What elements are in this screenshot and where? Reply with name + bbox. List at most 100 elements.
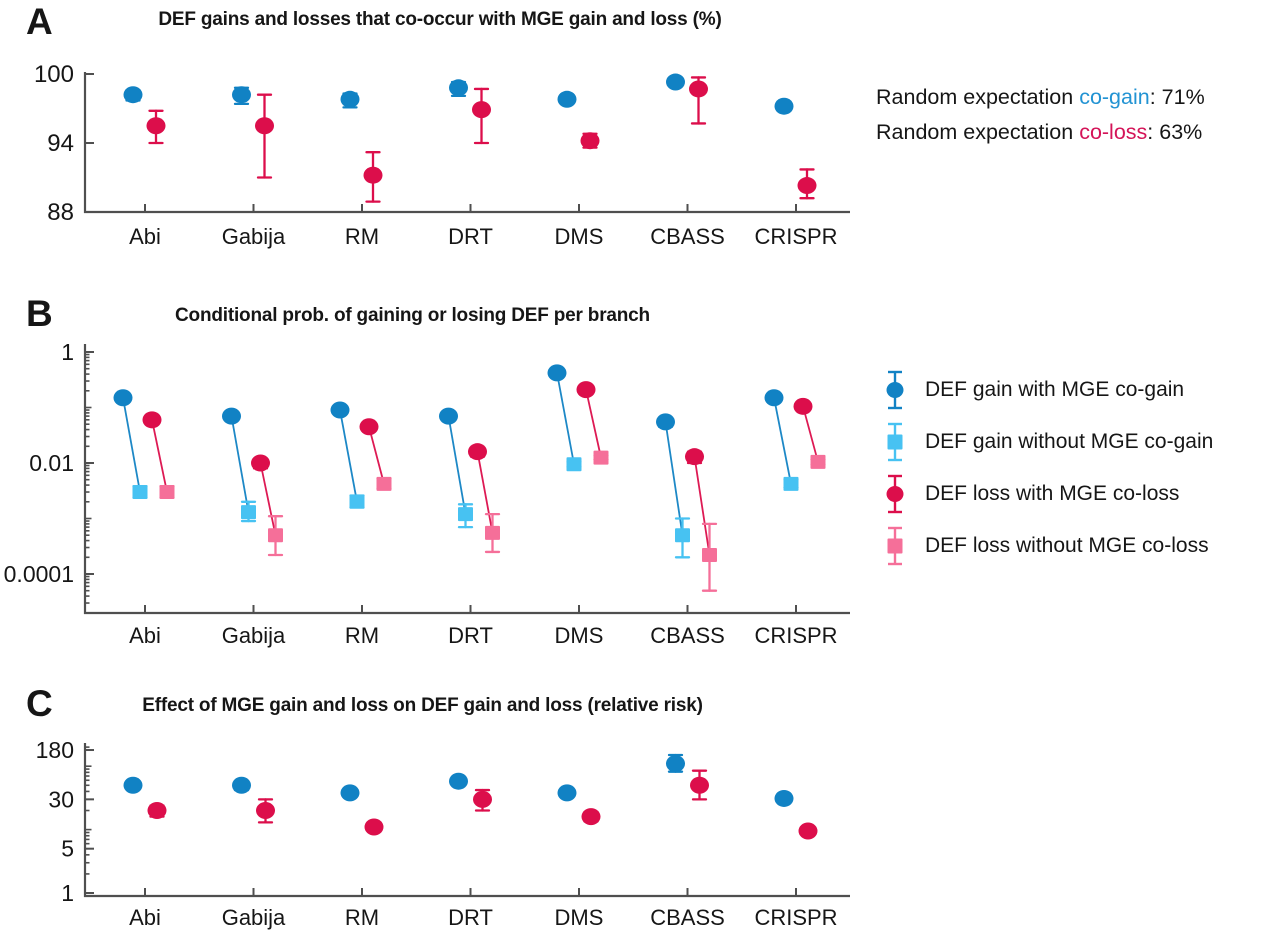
pair-line-crispr bbox=[773, 397, 792, 485]
marker-circle-cbass bbox=[685, 448, 704, 466]
marker-circle-gabija bbox=[232, 86, 251, 104]
marker-circle-dms bbox=[557, 90, 577, 108]
category-label-drt: DRT bbox=[448, 224, 493, 249]
marker-circle-dms bbox=[581, 808, 601, 826]
category-label-drt: DRT bbox=[448, 623, 493, 648]
category-label-gabija: Gabija bbox=[222, 224, 286, 249]
marker-circle-abi bbox=[146, 117, 166, 135]
category-label-abi: Abi bbox=[129, 623, 161, 648]
marker-circle-gabija bbox=[232, 776, 251, 794]
y-tick-label-A: 100 bbox=[34, 61, 74, 88]
marker-circle-cbass bbox=[666, 73, 685, 91]
random-expectation-co-gain-line: Random expectation co-gain: 71% bbox=[876, 80, 1205, 115]
random-expectation-note: Random expectation co-gain: 71% Random e… bbox=[876, 80, 1205, 150]
legend-item-def-gain-with: DEF gain with MGE co-gain bbox=[882, 364, 1213, 416]
marker-square-dms bbox=[566, 457, 582, 472]
y-tick-label-C: 30 bbox=[48, 786, 74, 812]
legend-item-def-loss-without: DEF loss without MGE co-loss bbox=[882, 520, 1213, 572]
marker-circle-dms bbox=[580, 132, 600, 150]
marker-circle-gabija bbox=[256, 802, 275, 820]
marker-circle-abi bbox=[147, 802, 167, 820]
pair-line-cbass bbox=[664, 421, 684, 536]
marker-square-abi bbox=[132, 485, 148, 500]
category-label-abi: Abi bbox=[129, 905, 161, 930]
pair-line-cbass bbox=[693, 456, 711, 556]
category-label-dms: DMS bbox=[555, 623, 604, 648]
legend-item-def-gain-without: DEF gain without MGE co-gain bbox=[882, 416, 1213, 468]
pair-line-gabija bbox=[230, 415, 250, 513]
marker-circle-cbass bbox=[666, 755, 685, 773]
y-tick-label-C: 1 bbox=[61, 880, 74, 906]
marker-circle-abi bbox=[142, 411, 162, 429]
panel-label-c: C bbox=[26, 683, 53, 724]
pair-line-dms bbox=[556, 372, 575, 465]
marker-square-rm bbox=[349, 494, 365, 509]
marker-circle-crispr bbox=[798, 822, 818, 840]
marker-circle-drt bbox=[468, 443, 487, 461]
marker-circle-cbass bbox=[656, 413, 675, 431]
category-label-crispr: CRISPR bbox=[754, 224, 837, 249]
marker-square-dms bbox=[593, 450, 609, 465]
marker-square-cbass bbox=[702, 547, 717, 562]
category-label-gabija: Gabija bbox=[222, 905, 286, 930]
marker-square-gabija bbox=[241, 505, 256, 520]
legend-label: DEF gain without MGE co-gain bbox=[925, 430, 1214, 453]
marker-circle-drt bbox=[473, 790, 492, 808]
legend-label: DEF loss without MGE co-loss bbox=[925, 534, 1209, 557]
category-label-cbass: CBASS bbox=[650, 905, 725, 930]
marker-circle-rm bbox=[330, 401, 350, 419]
marker-square-crispr bbox=[810, 454, 826, 469]
marker-circle-cbass bbox=[690, 776, 709, 794]
pair-line-gabija bbox=[259, 462, 277, 536]
co-loss-highlight: co-loss bbox=[1079, 120, 1148, 144]
marker-circle-dms bbox=[547, 364, 567, 382]
marker-circle-rm bbox=[340, 90, 360, 108]
pair-line-dms bbox=[585, 389, 602, 458]
category-label-dms: DMS bbox=[555, 905, 604, 930]
errorbar-circle-icon bbox=[886, 370, 904, 410]
panel-a-title: DEF gains and losses that co-occur with … bbox=[158, 9, 722, 30]
marker-circle-crispr bbox=[797, 177, 817, 195]
marker-circle-abi bbox=[123, 86, 143, 104]
category-label-crispr: CRISPR bbox=[754, 905, 837, 930]
marker-circle-abi bbox=[123, 776, 143, 794]
marker-circle-drt bbox=[472, 101, 491, 119]
errorbar-square-icon bbox=[887, 422, 903, 462]
panel-label-b: B bbox=[26, 293, 53, 334]
category-label-dms: DMS bbox=[555, 224, 604, 249]
category-label-cbass: CBASS bbox=[650, 623, 725, 648]
marker-circle-rm bbox=[364, 818, 384, 836]
pair-line-drt bbox=[447, 415, 467, 515]
y-tick-label-A: 88 bbox=[47, 199, 74, 226]
marker-square-gabija bbox=[268, 528, 283, 543]
note-suffix-2: : 63% bbox=[1147, 120, 1203, 144]
errorbar-circle-icon bbox=[886, 474, 904, 514]
marker-circle-dms bbox=[557, 784, 577, 802]
marker-circle-abi bbox=[113, 389, 133, 407]
marker-square-cbass bbox=[675, 528, 690, 543]
category-label-rm: RM bbox=[345, 905, 379, 930]
marker-circle-drt bbox=[439, 407, 458, 425]
marker-circle-crispr bbox=[793, 397, 813, 415]
note-suffix-1: : 71% bbox=[1149, 85, 1205, 109]
legend: DEF gain with MGE co-gain DEF gain witho… bbox=[882, 364, 1213, 572]
y-tick-label-C: 5 bbox=[61, 836, 74, 862]
category-label-rm: RM bbox=[345, 224, 379, 249]
panel-label-a: A bbox=[26, 1, 53, 42]
pair-line-rm bbox=[339, 409, 358, 502]
random-expectation-co-loss-line: Random expectation co-loss: 63% bbox=[876, 115, 1205, 150]
marker-circle-crispr bbox=[774, 789, 794, 807]
marker-circle-drt bbox=[449, 79, 468, 97]
category-label-cbass: CBASS bbox=[650, 224, 725, 249]
category-label-gabija: Gabija bbox=[222, 623, 286, 648]
pair-line-rm bbox=[368, 426, 385, 485]
y-tick-label-B: 0.01 bbox=[29, 450, 74, 476]
panel-c-title: Effect of MGE gain and loss on DEF gain … bbox=[142, 695, 703, 716]
category-label-abi: Abi bbox=[129, 224, 161, 249]
marker-square-crispr bbox=[783, 476, 799, 491]
legend-label: DEF gain with MGE co-gain bbox=[925, 378, 1185, 401]
marker-square-rm bbox=[376, 476, 392, 491]
marker-circle-gabija bbox=[255, 117, 274, 135]
